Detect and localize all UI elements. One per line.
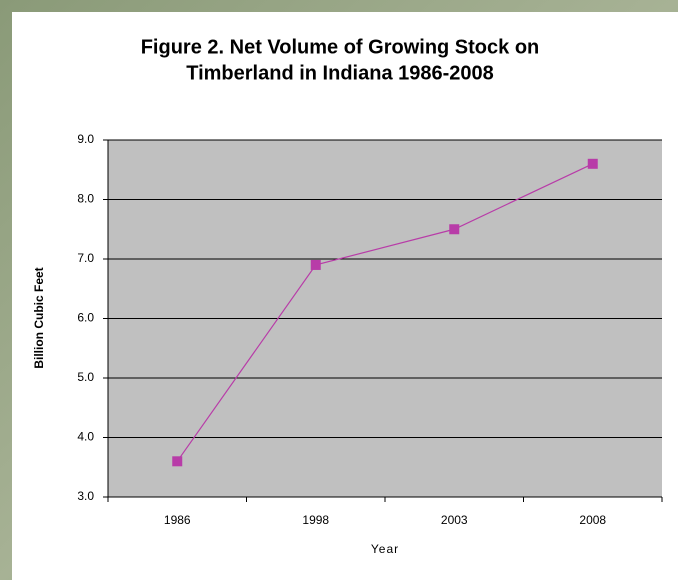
x-tick-label: 2008 bbox=[579, 513, 606, 527]
data-line bbox=[176, 163, 594, 462]
data-point bbox=[449, 224, 460, 235]
y-tick-label: 4.0 bbox=[77, 430, 94, 444]
y-tick-label: 3.0 bbox=[77, 489, 94, 503]
chart-title: Figure 2. Net Volume of Growing Stock on bbox=[141, 36, 540, 58]
y-tick-label: 7.0 bbox=[77, 251, 94, 265]
x-axis-label: Year bbox=[371, 542, 399, 556]
chart-title: Timberland in Indiana 1986-2008 bbox=[186, 62, 494, 84]
y-tick-label: 8.0 bbox=[77, 192, 94, 206]
data-point bbox=[587, 158, 598, 169]
x-tick-label: 2003 bbox=[441, 513, 468, 527]
y-tick-label: 5.0 bbox=[77, 370, 94, 384]
x-tick-label: 1986 bbox=[164, 513, 191, 527]
x-tick-label: 1998 bbox=[302, 513, 329, 527]
y-tick-label: 9.0 bbox=[77, 132, 94, 146]
data-point bbox=[172, 456, 183, 467]
y-axis-label: Billion Cubic Feet bbox=[32, 267, 46, 368]
data-point bbox=[310, 259, 321, 270]
y-tick-label: 6.0 bbox=[77, 311, 94, 325]
